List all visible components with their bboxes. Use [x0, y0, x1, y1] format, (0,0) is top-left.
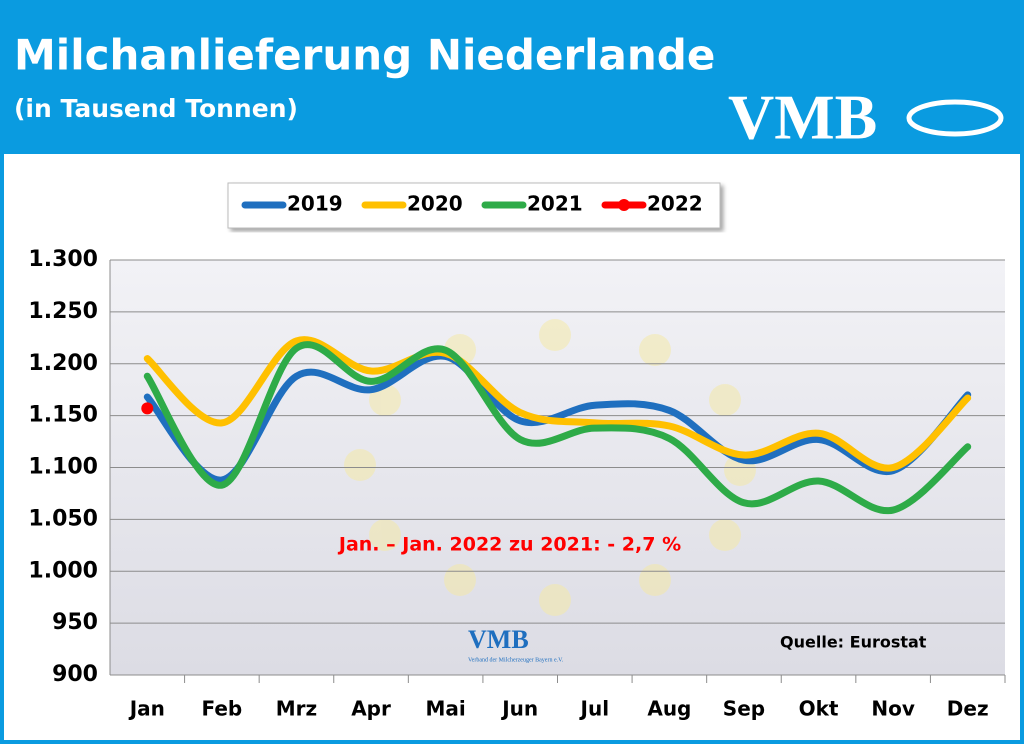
- y-tick-label: 1.300: [28, 247, 98, 272]
- y-tick-label: 1.100: [28, 455, 98, 480]
- x-tick-label: Dez: [947, 697, 989, 721]
- x-tick-label: Jan: [128, 697, 165, 721]
- x-tick-label: Okt: [799, 697, 839, 721]
- logo-swirl: [906, 99, 1004, 137]
- annotation: Jan. – Jan. 2022 zu 2021: - 2,7 %: [337, 534, 681, 556]
- y-tick-label: 1.150: [28, 403, 98, 428]
- line: [143, 341, 972, 515]
- x-tick-label: Sep: [723, 697, 765, 721]
- legend-label: 2019: [287, 192, 343, 216]
- line: [143, 336, 972, 472]
- title: Milchanlieferung Niederlande: [14, 31, 715, 80]
- logo: VMB: [728, 82, 877, 153]
- x-tick-label: Jul: [579, 697, 610, 721]
- x-tick-label: Mrz: [276, 697, 317, 721]
- header-bar: [0, 0, 1024, 150]
- y-tick-label: 900: [52, 662, 98, 687]
- x-tick-label: Mai: [425, 697, 465, 721]
- legend-label: 2020: [407, 192, 463, 216]
- y-tick-label: 1.050: [28, 506, 98, 531]
- legend-label: 2022: [647, 192, 703, 216]
- source: Quelle: Eurostat: [780, 633, 927, 652]
- subtitle: (in Tausend Tonnen): [14, 94, 298, 123]
- x-tick-label: Jun: [500, 697, 538, 721]
- x-tick-label: Aug: [647, 697, 691, 721]
- x-tick-label: Nov: [871, 697, 915, 721]
- watermark-text: Verband der Milcherzeuger Bayern e.V.: [468, 657, 564, 663]
- y-tick-label: 1.200: [28, 351, 98, 376]
- watermark-logo: VMB: [468, 625, 529, 654]
- x-tick-label: Apr: [351, 697, 391, 721]
- point: [141, 402, 154, 415]
- y-tick-label: 1.000: [28, 558, 98, 583]
- y-tick-label: 950: [52, 610, 98, 635]
- legend-label: 2021: [527, 192, 583, 216]
- y-tick-label: 1.250: [28, 299, 98, 324]
- x-tick-label: Feb: [202, 697, 243, 721]
- legend-marker: [618, 199, 630, 211]
